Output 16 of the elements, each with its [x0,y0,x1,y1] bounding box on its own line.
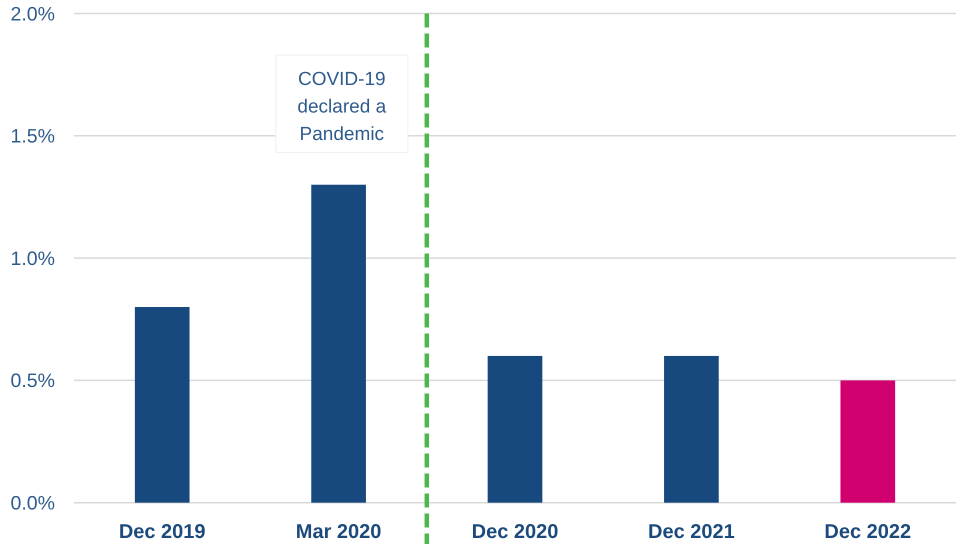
annotation: COVID-19 declared a Pandemic [297,69,387,145]
y-tick-label: 1.0% [10,248,55,270]
bar [311,184,366,503]
bar [134,307,190,503]
y-tick-label: 2.0% [10,3,55,26]
bar [488,356,542,503]
x-tick-label: Dec 2021 [648,521,735,543]
x-tick-label: Dec 2022 [824,521,912,543]
x-tick-label: Dec 2019 [118,521,206,543]
y-tick-label: 0.0% [10,492,55,515]
bar [664,356,719,503]
y-tick-label: 0.5% [10,370,55,392]
bar [840,380,896,503]
y-tick-label: 1.5% [10,126,55,148]
x-tick-label: Mar 2020 [296,521,382,543]
x-tick-label: Dec 2020 [472,521,558,543]
